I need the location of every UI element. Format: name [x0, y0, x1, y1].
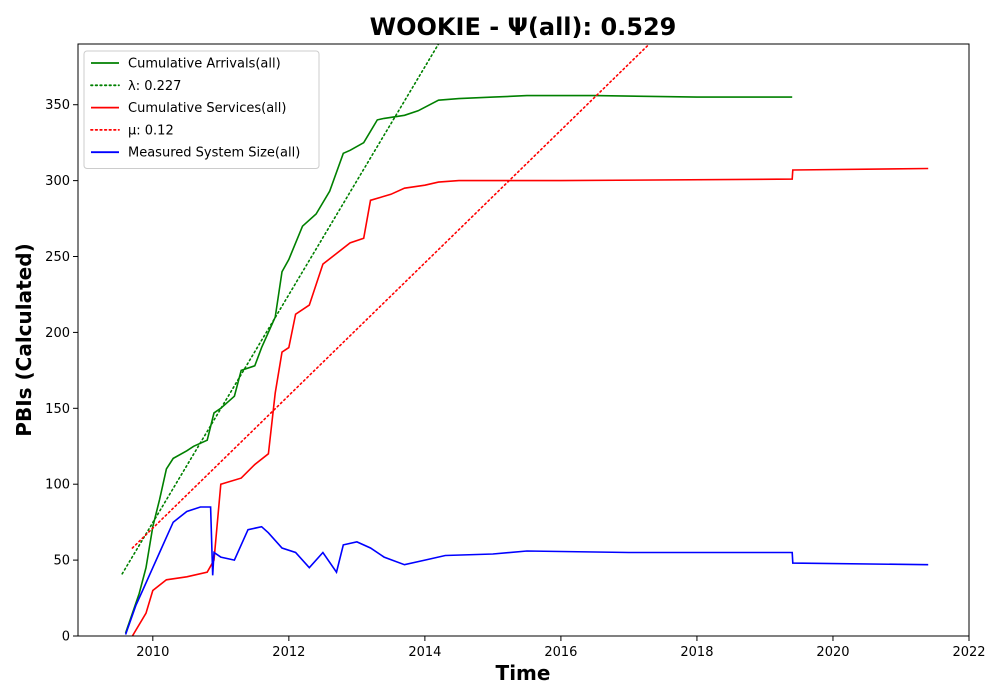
x-tick-label: 2018: [680, 645, 713, 660]
y-tick-label: 250: [45, 250, 70, 265]
legend: Cumulative Arrivals(all) λ: 0.227 Cumulati…: [83, 50, 320, 169]
y-tick-label: 50: [53, 554, 70, 569]
y-tick-label: 200: [45, 326, 70, 341]
plot-area: [121, 44, 929, 636]
legend-label: Cumulative Arrivals(all): [128, 57, 281, 72]
x-tick-label: 2014: [408, 645, 441, 660]
x-tick-label: 2010: [136, 645, 169, 660]
y-axis: 0 50 100 150 200 250 300 350: [45, 98, 78, 645]
series-line-2-0-227: [121, 44, 440, 575]
legend-box: [83, 50, 320, 169]
x-axis: 2010 2012 2014 2016 2018 2020 2022: [136, 636, 986, 660]
series-line-3-cumulative-services-all: [131, 167, 929, 636]
plot-frame: [77, 43, 970, 637]
series-line-4-0-12: [131, 44, 651, 549]
series-line-5-measured-system-size-all: [124, 506, 929, 635]
x-tick-label: 2022: [952, 645, 985, 660]
y-tick-label: 0: [62, 630, 70, 645]
x-tick-label: 2020: [816, 645, 849, 660]
chart-title: WOOKIE - Ψ(all): 0.529: [370, 13, 677, 41]
x-axis-label: Time: [496, 661, 551, 685]
legend-label: μ: 0.12: [128, 123, 174, 138]
legend-label: λ: 0.227: [128, 79, 181, 94]
x-tick-label: 2012: [272, 645, 305, 660]
y-tick-label: 150: [45, 402, 70, 417]
y-tick-label: 100: [45, 478, 70, 493]
x-tick-label: 2016: [544, 645, 577, 660]
legend-label: Cumulative Services(all): [128, 101, 286, 116]
y-tick-label: 350: [45, 98, 70, 113]
y-tick-label: 300: [45, 174, 70, 189]
y-axis-label: PBIs (Calculated): [12, 243, 36, 436]
series-line-1-cumulative-arrivals-all: [124, 94, 793, 634]
legend-label: Measured System Size(all): [128, 146, 300, 161]
